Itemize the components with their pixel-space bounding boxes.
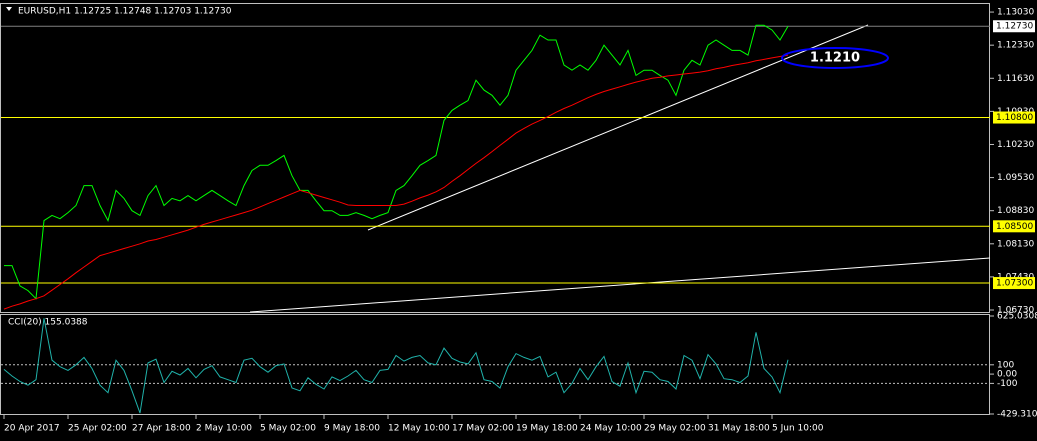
current-price-box bbox=[993, 20, 1035, 33]
annotation: 1.1210 bbox=[810, 51, 860, 66]
y-tick-label: 625.0308 bbox=[997, 312, 1037, 322]
annotation-ellipse bbox=[781, 47, 889, 69]
x-tick-label: 12 May 10:00 bbox=[388, 424, 450, 434]
x-tick-label: 27 Apr 18:00 bbox=[132, 424, 191, 434]
x-tick-label: 2 May 10:00 bbox=[196, 424, 252, 434]
price-line bbox=[4, 24, 789, 300]
x-tick-label: 9 May 18:00 bbox=[324, 424, 380, 434]
x-tick-label: 20 Apr 2017 bbox=[4, 424, 60, 434]
chart-title: EURUSD,H1 1.12725 1.12748 1.12703 1.1273… bbox=[18, 7, 232, 17]
cci-line bbox=[3, 318, 789, 414]
x-tick-label: 5 May 02:00 bbox=[260, 424, 316, 434]
level-label: 1.08500 bbox=[996, 222, 1033, 232]
menu-triangle[interactable] bbox=[6, 7, 12, 11]
y-tick-label: 1.09530 bbox=[997, 173, 1034, 183]
x-tick-label: 25 Apr 02:00 bbox=[68, 424, 127, 434]
y-tick-label: -100 bbox=[997, 379, 1018, 389]
level-label-box bbox=[993, 111, 1035, 124]
trendline bbox=[367, 24, 869, 231]
y-tick-label: 1.12330 bbox=[997, 41, 1034, 51]
y-tick-label: -429.3105 bbox=[997, 410, 1037, 420]
x-tick-label: 24 May 10:00 bbox=[580, 424, 642, 434]
y-tick-label: 1.13030 bbox=[997, 8, 1034, 18]
x-tick-label: 29 May 02:00 bbox=[644, 424, 706, 434]
y-tick-label: 1.08830 bbox=[997, 206, 1034, 216]
y-tick-label: 0.00 bbox=[997, 370, 1017, 380]
y-tick-label: 1.08130 bbox=[997, 239, 1034, 249]
price-line bbox=[3, 54, 789, 310]
x-tick-label: 31 May 18:00 bbox=[708, 424, 770, 434]
y-tick-label: 100 bbox=[997, 360, 1014, 370]
y-tick-label: 1.11630 bbox=[997, 74, 1034, 84]
x-tick-label: 19 May 18:00 bbox=[516, 424, 578, 434]
level-label: 1.10800 bbox=[996, 113, 1033, 123]
current-price-label: 1.12730 bbox=[996, 22, 1033, 32]
level-label-box bbox=[993, 220, 1035, 233]
x-tick-label: 5 Jun 10:00 bbox=[772, 424, 824, 434]
indicator-title: CCI(20) 155.0388 bbox=[8, 318, 88, 328]
level-label-box bbox=[993, 277, 1035, 290]
trendline bbox=[249, 257, 991, 313]
level-label: 1.07300 bbox=[996, 279, 1033, 289]
y-tick-label: 1.06730 bbox=[997, 306, 1034, 316]
x-tick-label: 17 May 02:00 bbox=[452, 424, 514, 434]
main-pane-border bbox=[0, 3, 990, 313]
y-tick-label: 1.10230 bbox=[997, 140, 1034, 150]
